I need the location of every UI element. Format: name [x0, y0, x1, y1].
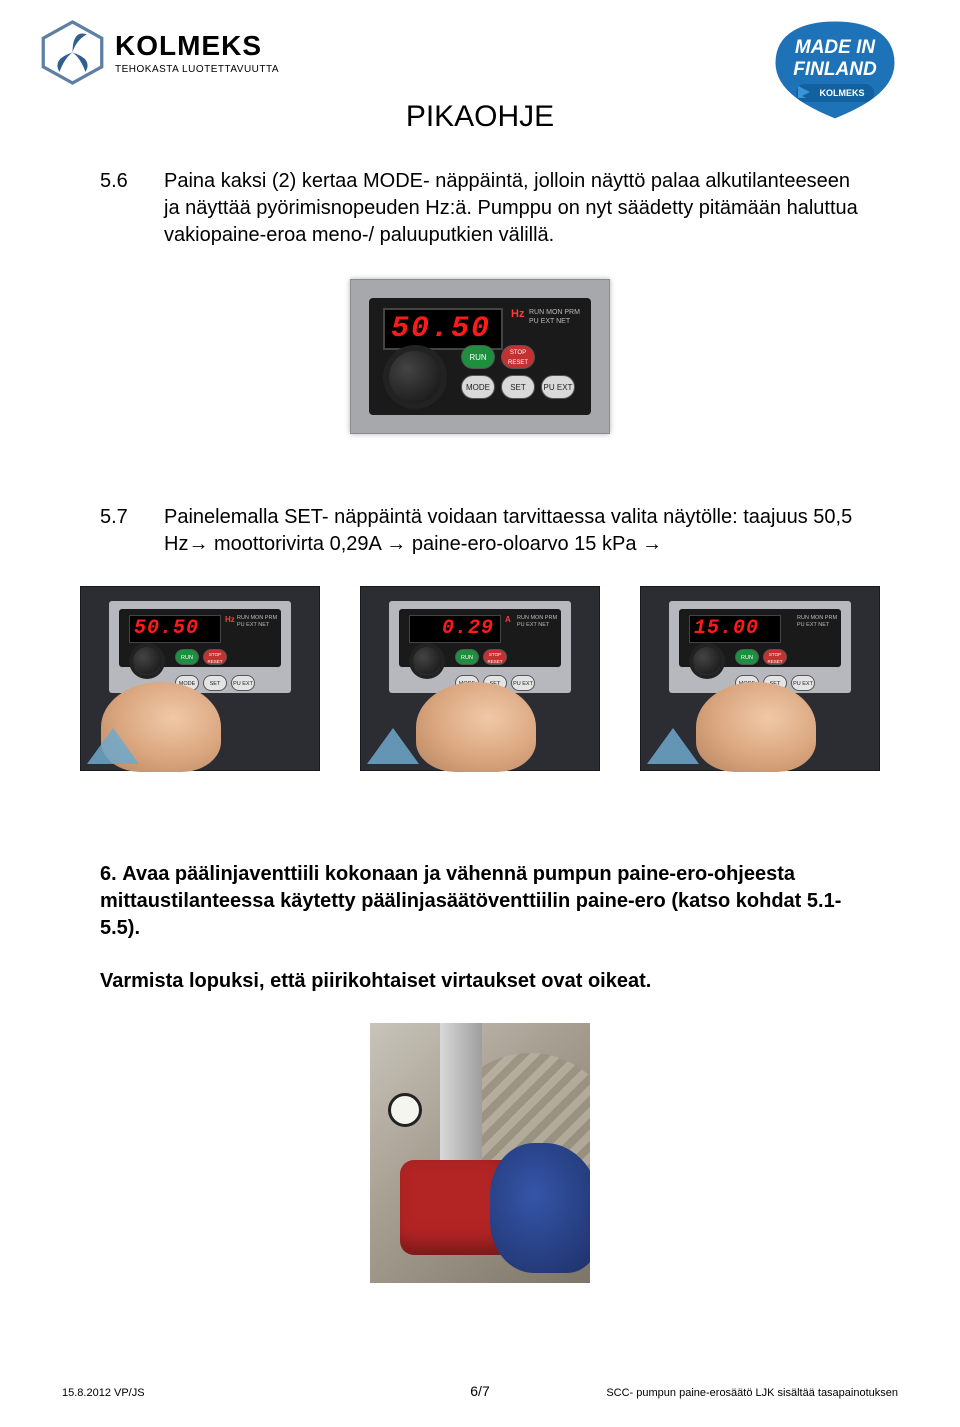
footer-date: 15.8.2012 VP/JS: [62, 1387, 145, 1399]
jog-dial-icon: [389, 351, 441, 403]
logo-corner-icon: [87, 728, 139, 764]
indicator-labels: RUN MON PRM PU EXT NET: [797, 615, 841, 629]
lcd-display: 50.50: [129, 615, 221, 643]
section-6-verify: Varmista lopuksi, että piirikohtaiset vi…: [100, 968, 860, 995]
indicator-labels: RUN MON PRM PU EXT NET: [529, 308, 591, 326]
stop-button-icon: STOP RESET: [763, 649, 787, 665]
brand-tagline: TEHOKASTA LUOTETTAVUUTTA: [115, 64, 279, 75]
control-panel-small-1: 50.50 Hz RUN MON PRM PU EXT NET RUN STOP…: [80, 586, 320, 771]
indicator-labels: RUN MON PRM PU EXT NET: [237, 615, 281, 629]
page-header: KOLMEKS TEHOKASTA LUOTETTAVUUTTA PIKAOHJ…: [0, 0, 960, 150]
jog-dial-icon: [413, 647, 441, 675]
logo-corner-icon: [647, 728, 699, 764]
set-button-icon: SET: [203, 675, 227, 691]
pu-button-icon: PU EXT: [511, 675, 535, 691]
badge-sub: KOLMEKS: [820, 88, 865, 98]
lcd-unit: A: [505, 615, 511, 624]
lcd-display: 50.50: [383, 308, 503, 350]
jog-dial-icon: [693, 647, 721, 675]
pu-button-icon: PU EXT: [791, 675, 815, 691]
indicator-labels: RUN MON PRM PU EXT NET: [517, 615, 561, 629]
section-body: Painelemalla SET- näppäintä voidaan tarv…: [164, 504, 860, 558]
page-footer: 15.8.2012 VP/JS 6/7 SCC- pumpun paine-er…: [0, 1387, 960, 1399]
run-button-icon: RUN: [455, 649, 479, 665]
badge-line1: MADE IN: [795, 37, 877, 58]
section-5-7: 5.7 Painelemalla SET- näppäintä voidaan …: [100, 504, 860, 558]
pu-button-icon: PU EXT: [231, 675, 255, 691]
stop-button-icon: STOP RESET: [203, 649, 227, 665]
section-number: 5.7: [100, 504, 136, 558]
operator-arm-icon: [490, 1143, 590, 1273]
footer-doc-title: SCC- pumpun paine-erosäätö LJK sisältää …: [606, 1387, 898, 1399]
run-button-icon: RUN: [735, 649, 759, 665]
finger-pressing-icon: [416, 682, 536, 772]
section-6: 6. Avaa päälinjaventtiili kokonaan ja vä…: [0, 861, 960, 995]
jog-dial-icon: [133, 647, 161, 675]
pump-installation-photo: [370, 1023, 590, 1283]
stop-reset-button-icon: STOP RESET: [501, 345, 535, 369]
lcd-unit: Hz: [225, 615, 235, 624]
logo-corner-icon: [367, 728, 419, 764]
made-in-finland-badge: MADE IN FINLAND KOLMEKS: [770, 18, 900, 123]
lcd-display: 15.00: [689, 615, 781, 643]
kolmeks-logo-icon: [40, 20, 105, 85]
brand-name: KOLMEKS: [115, 30, 279, 62]
mode-button-icon: MODE: [461, 375, 495, 399]
control-panel-small-2: 0.29 A RUN MON PRM PU EXT NET RUN STOP R…: [360, 586, 600, 771]
section-number: 5.6: [100, 168, 136, 249]
section-number: 6.: [100, 863, 117, 885]
badge-line2: FINLAND: [793, 59, 877, 80]
run-button-icon: RUN: [461, 345, 495, 369]
page-title: PIKAOHJE: [406, 100, 554, 134]
footer-page-number: 6/7: [470, 1383, 489, 1399]
control-panel-large-photo: 50.50 Hz RUN MON PRM PU EXT NET RUN STOP…: [350, 279, 610, 434]
section-5-6: 5.6 Paina kaksi (2) kertaa MODE- näppäin…: [100, 168, 860, 249]
control-panel-small-3: 15.00 RUN MON PRM PU EXT NET RUN STOP RE…: [640, 586, 880, 771]
stop-button-icon: STOP RESET: [483, 649, 507, 665]
lcd-unit: Hz: [511, 308, 524, 320]
lcd-display: 0.29: [409, 615, 501, 643]
pressure-gauge-icon: [388, 1093, 422, 1127]
pu-ext-button-icon: PU EXT: [541, 375, 575, 399]
finger-pressing-icon: [696, 682, 816, 772]
section-body: Paina kaksi (2) kertaa MODE- näppäintä, …: [164, 168, 860, 249]
set-button-icon: SET: [501, 375, 535, 399]
run-button-icon: RUN: [175, 649, 199, 665]
control-panel-triptych: 50.50 Hz RUN MON PRM PU EXT NET RUN STOP…: [0, 586, 960, 771]
